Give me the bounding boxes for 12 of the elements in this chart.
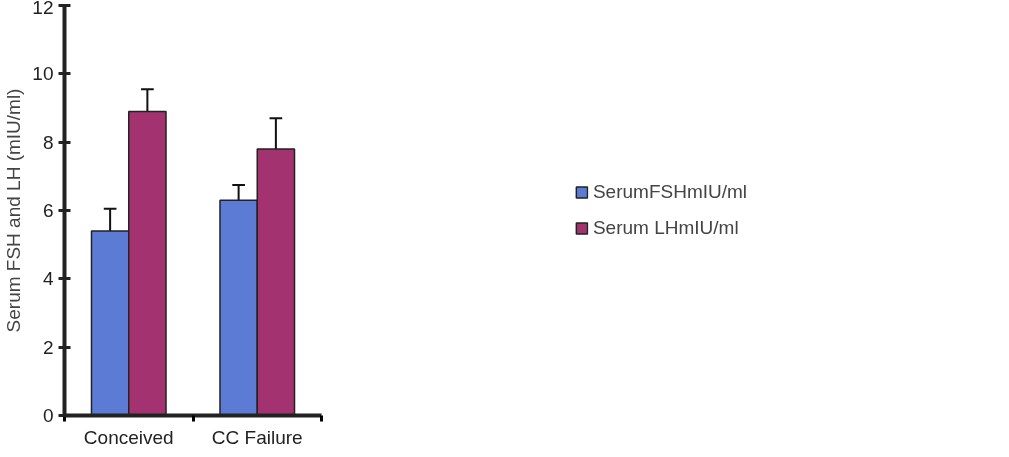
x-tick-label: Conceived bbox=[83, 426, 174, 448]
legend-label: Serum LHmIU/ml bbox=[592, 217, 739, 239]
y-tick-label: 12 bbox=[32, 0, 54, 18]
y-tick-label: 10 bbox=[32, 63, 54, 85]
y-tick-label: 8 bbox=[42, 131, 54, 153]
y-axis-title: Serum FSH and LH (mIU/ml) bbox=[3, 88, 25, 333]
x-tick-label: CC Failure bbox=[211, 426, 303, 448]
y-tick-label: 2 bbox=[42, 336, 54, 358]
y-tick-label: 0 bbox=[42, 405, 54, 426]
y-tick-label: 4 bbox=[42, 268, 54, 290]
y-tick-label: 6 bbox=[42, 200, 54, 221]
legend-label: SerumFSHmIU/ml bbox=[592, 181, 748, 203]
